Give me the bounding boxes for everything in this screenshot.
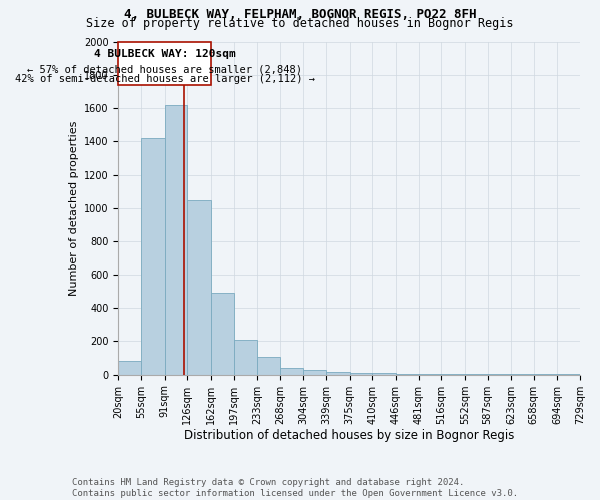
Text: 4, BULBECK WAY, FELPHAM, BOGNOR REGIS, PO22 8FH: 4, BULBECK WAY, FELPHAM, BOGNOR REGIS, P… xyxy=(124,8,476,20)
Text: Contains HM Land Registry data © Crown copyright and database right 2024.
Contai: Contains HM Land Registry data © Crown c… xyxy=(72,478,518,498)
X-axis label: Distribution of detached houses by size in Bognor Regis: Distribution of detached houses by size … xyxy=(184,430,514,442)
Bar xyxy=(141,138,164,374)
Bar xyxy=(326,372,350,374)
Bar xyxy=(280,368,304,374)
Bar xyxy=(304,370,326,374)
Text: Size of property relative to detached houses in Bognor Regis: Size of property relative to detached ho… xyxy=(86,18,514,30)
Bar xyxy=(211,293,233,374)
Bar xyxy=(350,373,373,374)
Text: 4 BULBECK WAY: 120sqm: 4 BULBECK WAY: 120sqm xyxy=(94,50,236,59)
Text: ← 57% of detached houses are smaller (2,848): ← 57% of detached houses are smaller (2,… xyxy=(27,64,302,74)
Text: 42% of semi-detached houses are larger (2,112) →: 42% of semi-detached houses are larger (… xyxy=(14,74,314,84)
Y-axis label: Number of detached properties: Number of detached properties xyxy=(68,120,79,296)
Bar xyxy=(233,340,257,374)
Bar xyxy=(257,357,280,374)
Bar xyxy=(187,200,211,374)
Bar xyxy=(118,42,211,85)
Bar xyxy=(164,105,187,374)
Bar xyxy=(118,362,141,374)
